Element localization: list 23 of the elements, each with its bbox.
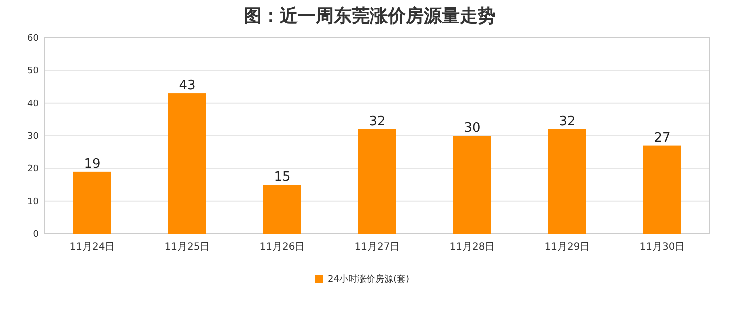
- x-tick-label: 11月26日: [260, 242, 306, 253]
- data-label: 19: [84, 156, 101, 172]
- data-label: 32: [559, 114, 576, 130]
- x-tick-label: 11月27日: [354, 242, 400, 253]
- y-tick-label: 0: [33, 230, 40, 240]
- data-label: 30: [464, 121, 481, 136]
- data-label: 32: [369, 114, 386, 130]
- data-label: 43: [179, 78, 196, 94]
- data-label: 27: [654, 130, 671, 146]
- y-tick-label: 30: [28, 132, 40, 142]
- y-tick-label: 60: [28, 34, 40, 44]
- legend-label: 24小时涨价房源(套): [328, 274, 410, 285]
- y-tick-label: 10: [28, 197, 40, 208]
- y-tick-label: 50: [28, 66, 40, 77]
- data-label: 15: [274, 170, 291, 185]
- x-tick-label: 11月25日: [164, 242, 210, 253]
- y-tick-label: 40: [28, 99, 40, 110]
- x-tick-label: 11月30日: [640, 242, 686, 253]
- chart-title: 图：近一周东莞涨价房源量走势: [244, 6, 496, 27]
- x-tick-label: 11月28日: [450, 242, 496, 253]
- x-tick-label: 11月29日: [544, 242, 590, 253]
- x-tick-label: 11月24日: [70, 242, 116, 253]
- y-tick-label: 20: [28, 164, 40, 175]
